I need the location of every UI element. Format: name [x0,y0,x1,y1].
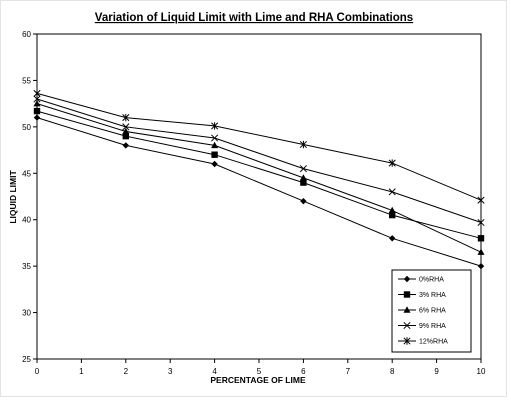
data-point [300,179,307,186]
series-9-rha [33,95,485,227]
x-tick-label: 8 [390,367,395,376]
y-axis-label: LIQUID LIMIT [8,170,18,224]
x-tick-label: 0 [35,367,40,376]
chart-title: Variation of Liquid Limit with Lime and … [95,12,413,24]
series-line [36,117,482,267]
series-line [36,92,482,201]
marker-stroke [33,95,41,103]
x-tick-label: 9 [434,367,439,376]
series-line [36,103,482,253]
marker-stroke [403,321,411,330]
data-point [477,235,485,242]
data-point [33,89,41,98]
y-tick-label: 30 [22,309,31,318]
x-tick-label: 1 [79,367,84,376]
data-point [477,248,485,255]
legend-label: 6% RHA [419,308,446,315]
data-point [33,107,41,115]
data-point [122,113,130,122]
x-tick-label: 3 [168,367,173,376]
legend-marker [403,275,411,283]
legend-marker [403,321,411,330]
legend-item: 0%RHA [398,275,444,284]
series-12-rha [33,89,485,204]
data-point [388,188,396,196]
data-point [211,151,218,158]
x-tick-label: 6 [301,367,306,376]
legend-marker [403,337,411,345]
data-point [299,174,307,181]
legend-item: 9% RHA [398,321,446,330]
data-point [211,141,219,149]
data-point [33,95,41,103]
data-point [389,211,396,219]
series-3-rha [33,107,485,242]
data-point [211,122,219,130]
data-point [122,127,130,135]
data-point [122,123,130,131]
y-tick-label: 50 [22,123,31,132]
series-6-rha [33,99,485,255]
marker-stroke [388,188,396,196]
data-point [388,159,396,167]
legend-label: 0%RHA [419,277,444,284]
legend: 0%RHA 3% RHA 6% RHA 9% RHA 12%RHA [391,269,472,353]
marker-stroke [299,165,307,173]
x-tick-label: 4 [212,367,217,376]
legend-item: 12%RHA [398,337,448,346]
legend-label: 3% RHA [419,292,446,299]
series-line [36,110,482,239]
legend-item: 6% RHA [398,306,446,315]
data-point [389,235,396,242]
y-tick-label: 35 [22,262,31,271]
series-line [36,98,482,223]
y-tick-label: 55 [22,76,31,85]
y-tick-label: 45 [22,169,31,178]
x-axis-label: PERCENTAGE OF LIME [210,375,306,385]
data-point [299,165,307,173]
data-point [211,134,219,142]
legend-label: 9% RHA [419,323,446,330]
data-point [477,262,485,270]
x-tick-label: 2 [124,367,129,376]
series-0-rha [33,114,485,270]
y-tick-label: 25 [22,355,31,364]
marker-stroke [122,123,130,131]
x-tick-label: 10 [477,367,486,376]
data-point [33,99,41,107]
data-point [477,218,485,227]
data-point [211,160,218,168]
marker-stroke [211,134,219,142]
data-point [299,140,307,149]
x-tick-label: 5 [257,367,262,376]
data-point [388,206,396,214]
legend-marker [403,306,411,313]
data-point [477,196,485,204]
y-tick-label: 40 [22,216,31,225]
x-tick-label: 7 [346,367,351,376]
data-point [122,132,129,140]
y-tick-label: 60 [22,30,31,39]
legend-label: 12%RHA [419,339,448,346]
data-point [122,142,129,149]
data-point [300,197,307,205]
data-point [33,114,41,121]
marker-stroke [477,218,485,227]
legend-item: 3% RHA [398,291,446,299]
legend-marker [403,291,411,298]
